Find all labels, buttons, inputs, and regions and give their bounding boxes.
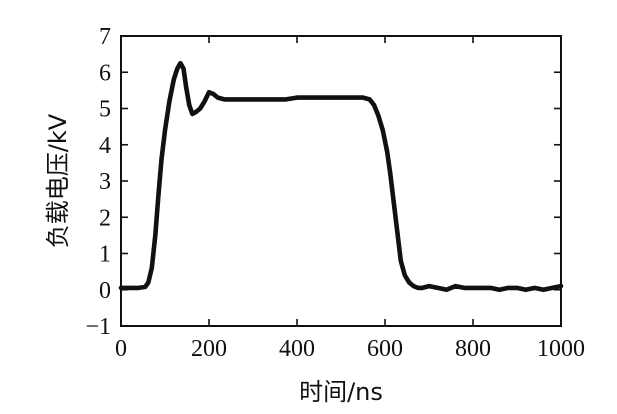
voltage-trace-line: [118, 60, 564, 293]
x-tick-label: 600: [367, 336, 403, 362]
y-tick-label: −1: [85, 314, 111, 340]
y-tick-label: 0: [99, 278, 111, 304]
y-axis-ticks: −1 0 1 2 3 4 5 6 7: [85, 24, 561, 340]
y-tick-label: 6: [99, 60, 111, 86]
y-axis-title: 负载电压/kV: [44, 113, 72, 248]
y-tick-label: 3: [99, 169, 111, 195]
y-tick-label: 5: [99, 97, 111, 123]
y-tick-label: 7: [99, 24, 111, 50]
x-tick-label: 0: [115, 336, 127, 362]
x-axis-title: 时间/ns: [299, 378, 383, 406]
y-tick-label: 4: [99, 133, 111, 159]
x-tick-label: 800: [455, 336, 491, 362]
x-axis-ticks: 0 200 400 600 800 1000: [115, 36, 585, 362]
y-tick-label: 1: [99, 242, 111, 268]
x-tick-label: 1000: [537, 336, 585, 362]
x-tick-label: 400: [279, 336, 315, 362]
y-tick-label: 2: [99, 205, 111, 231]
x-tick-label: 200: [191, 336, 227, 362]
